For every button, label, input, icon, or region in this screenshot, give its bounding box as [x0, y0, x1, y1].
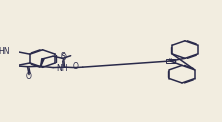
Text: O: O — [73, 62, 79, 71]
Text: Abs: Abs — [167, 58, 177, 63]
Text: S: S — [60, 52, 65, 61]
Polygon shape — [41, 59, 44, 66]
Text: NH: NH — [57, 64, 68, 73]
Text: O: O — [26, 72, 32, 81]
Text: HN: HN — [0, 47, 10, 56]
Text: O: O — [61, 53, 67, 62]
